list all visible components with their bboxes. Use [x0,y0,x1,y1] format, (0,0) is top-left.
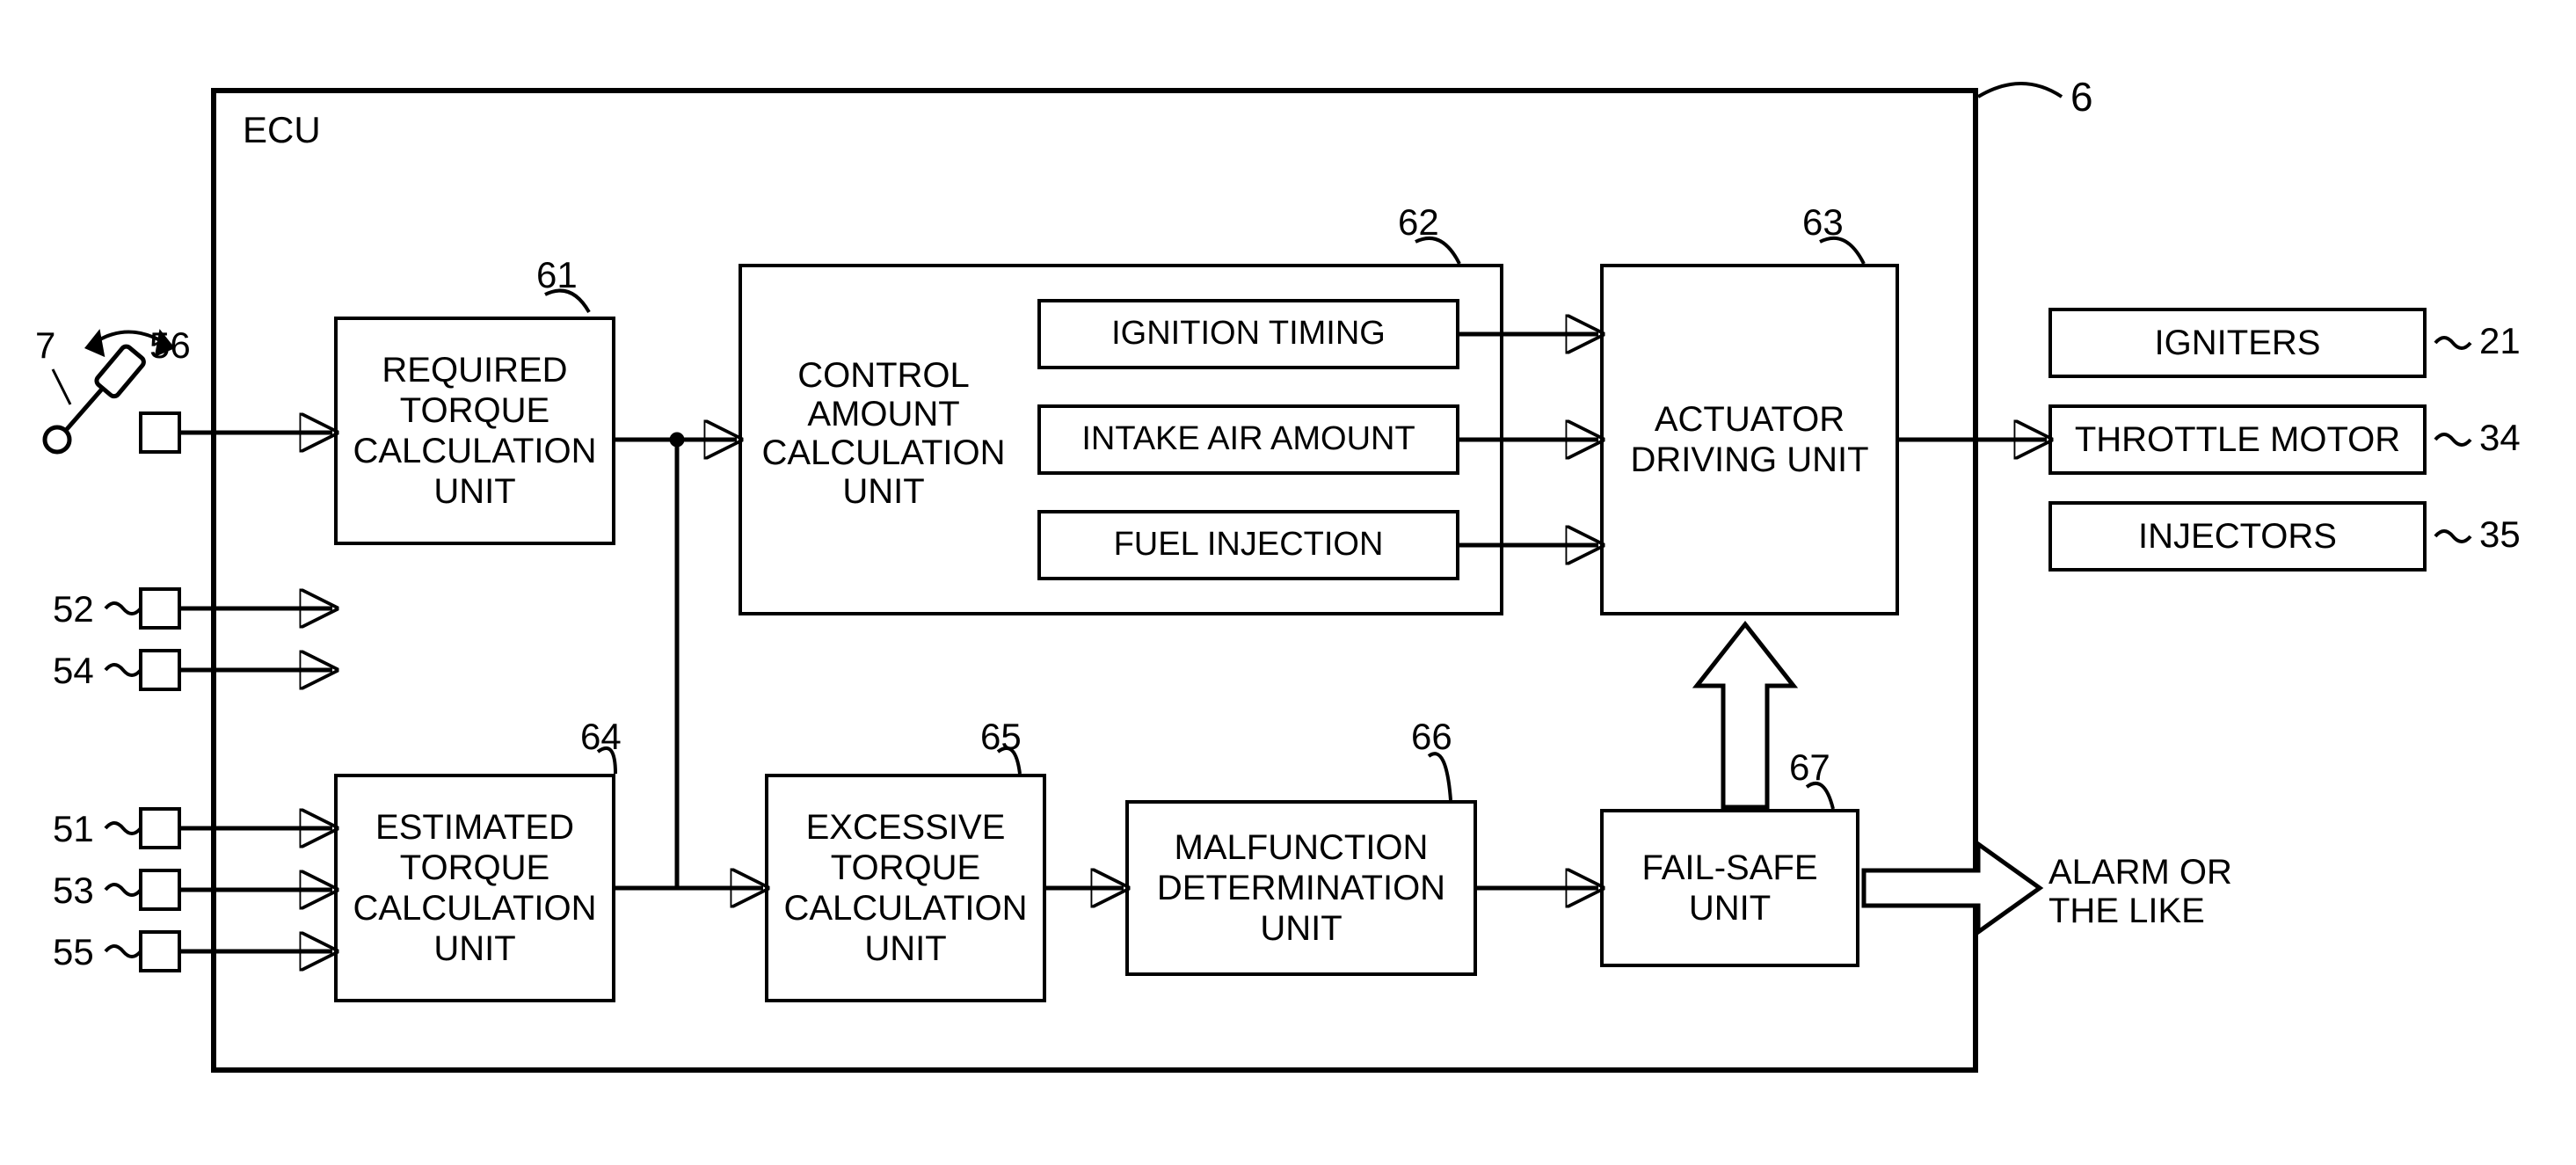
block-fuel-injection-label: FUEL INJECTION [1114,526,1384,564]
ref-55: 55 [53,932,94,972]
block-fail-safe-label: FAIL-SAFE UNIT [1641,848,1817,928]
block-control-amount-label: CONTROL AMOUNT CALCULATION UNIT [756,356,1011,511]
block-required-torque-label: REQUIRED TORQUE CALCULATION UNIT [353,350,596,512]
ref-35: 35 [2479,514,2521,555]
block-excessive-torque-label: EXCESSIVE TORQUE CALCULATION UNIT [783,807,1027,969]
block-estimated-torque-label: ESTIMATED TORQUE CALCULATION UNIT [353,807,596,969]
block-excessive-torque: EXCESSIVE TORQUE CALCULATION UNIT [765,774,1046,1002]
ref-54: 54 [53,651,94,691]
block-fail-safe: FAIL-SAFE UNIT [1600,809,1859,967]
ref-34: 34 [2479,418,2521,458]
block-injectors-label: INJECTORS [2138,516,2337,557]
ref-64: 64 [580,717,622,757]
ref-52: 52 [53,589,94,630]
ref-21: 21 [2479,321,2521,361]
block-intake-air: INTAKE AIR AMOUNT [1037,404,1459,475]
block-required-torque: REQUIRED TORQUE CALCULATION UNIT [334,317,615,545]
block-fuel-injection: FUEL INJECTION [1037,510,1459,580]
block-estimated-torque: ESTIMATED TORQUE CALCULATION UNIT [334,774,615,1002]
alarm-label: ALARM OR THE LIKE [2048,853,2232,930]
block-intake-air-label: INTAKE AIR AMOUNT [1081,420,1415,459]
ref-53: 53 [53,870,94,911]
block-throttle-motor-label: THROTTLE MOTOR [2075,419,2400,460]
block-igniters-label: IGNITERS [2155,323,2321,363]
ref-56: 56 [149,325,191,366]
ref-67: 67 [1789,747,1830,788]
block-actuator: ACTUATOR DRIVING UNIT [1600,264,1899,615]
ref-7: 7 [35,325,55,366]
block-malfunction-label: MALFUNCTION DETERMINATION UNIT [1157,827,1445,949]
ref-51: 51 [53,809,94,849]
ecu-label: ECU [243,109,321,151]
block-throttle-motor: THROTTLE MOTOR [2048,404,2427,475]
ref-65: 65 [980,717,1022,757]
block-actuator-label: ACTUATOR DRIVING UNIT [1630,399,1868,480]
block-malfunction: MALFUNCTION DETERMINATION UNIT [1125,800,1477,976]
block-ignition-timing-label: IGNITION TIMING [1111,315,1386,353]
ref-66: 66 [1411,717,1452,757]
block-igniters: IGNITERS [2048,308,2427,378]
block-injectors: INJECTORS [2048,501,2427,572]
ref-61: 61 [536,255,578,295]
ref-63: 63 [1802,202,1844,243]
ref-62: 62 [1398,202,1439,243]
block-ignition-timing: IGNITION TIMING [1037,299,1459,369]
ref-6-num: 6 [2070,75,2093,120]
